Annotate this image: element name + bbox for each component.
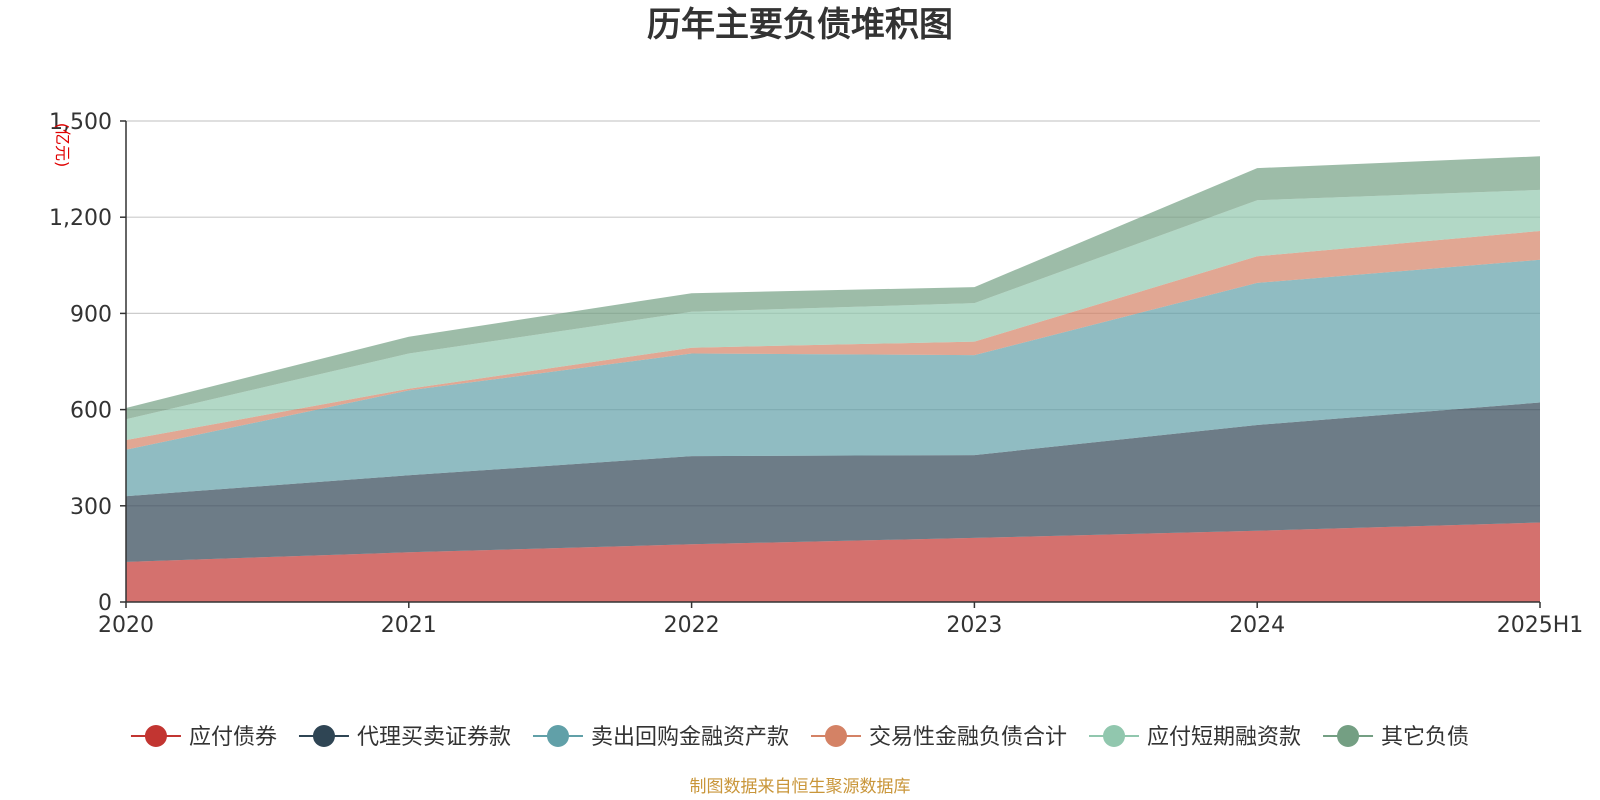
x-tick-label: 2020 [98,613,154,638]
x-tick-label: 2023 [946,613,1002,638]
chart-title: 历年主要负债堆积图 [647,5,953,45]
y-tick-label: 0 [98,591,112,616]
y-tick-label: 900 [70,302,112,327]
legend-label: 其它负债 [1381,725,1469,750]
legend-item[interactable]: 卖出回购金融资产款 [532,725,789,750]
legend-marker [1103,725,1126,747]
legend-label: 应付债券 [189,725,277,750]
x-tick-label: 2025H1 [1497,613,1584,638]
area-series [126,259,1540,497]
area-series [126,156,1540,420]
area-series [126,189,1540,441]
legend-marker [546,725,569,747]
legend-item[interactable]: 代理买卖证券款 [298,725,511,750]
y-tick-label: 300 [70,495,112,520]
x-tick-label: 2022 [664,613,720,638]
y-tick-label: 1,500 [49,110,112,135]
y-tick-label: 600 [70,399,112,424]
legend-label: 代理买卖证券款 [357,725,511,750]
legend: 应付债券 代理买卖证券款 卖出回购金融资产款 交易性金融负债合计 应付短期融资款 其它负债 [130,725,1469,750]
legend-item[interactable]: 其它负债 [1323,725,1469,750]
legend-item[interactable]: 交易性金融负债合计 [811,725,1067,750]
area-series [126,402,1540,562]
x-tick-label: 2024 [1229,613,1285,638]
x-tick-label: 2021 [381,613,437,638]
y-tick-label: 1,200 [49,206,112,231]
legend-label: 卖出回购金融资产款 [591,725,789,750]
legend-label: 交易性金融负债合计 [869,725,1067,750]
legend-marker [144,725,167,747]
legend-item[interactable]: 应付短期融资款 [1089,725,1301,750]
y-unit-label: (亿元) [53,123,72,168]
legend-item[interactable]: 应付债券 [130,725,277,750]
legend-marker [312,725,335,747]
stacked-areas [126,156,1540,602]
legend-marker [1337,725,1360,747]
area-series [126,231,1540,450]
source-note: 制图数据来自恒生聚源数据库 [690,777,911,797]
legend-label: 应付短期融资款 [1147,725,1301,750]
legend-marker [825,725,847,747]
axes: 0 300 600 900 1,200 1,500 2020 2021 2022 2023 2024… [49,110,1583,638]
area-series [126,522,1540,602]
